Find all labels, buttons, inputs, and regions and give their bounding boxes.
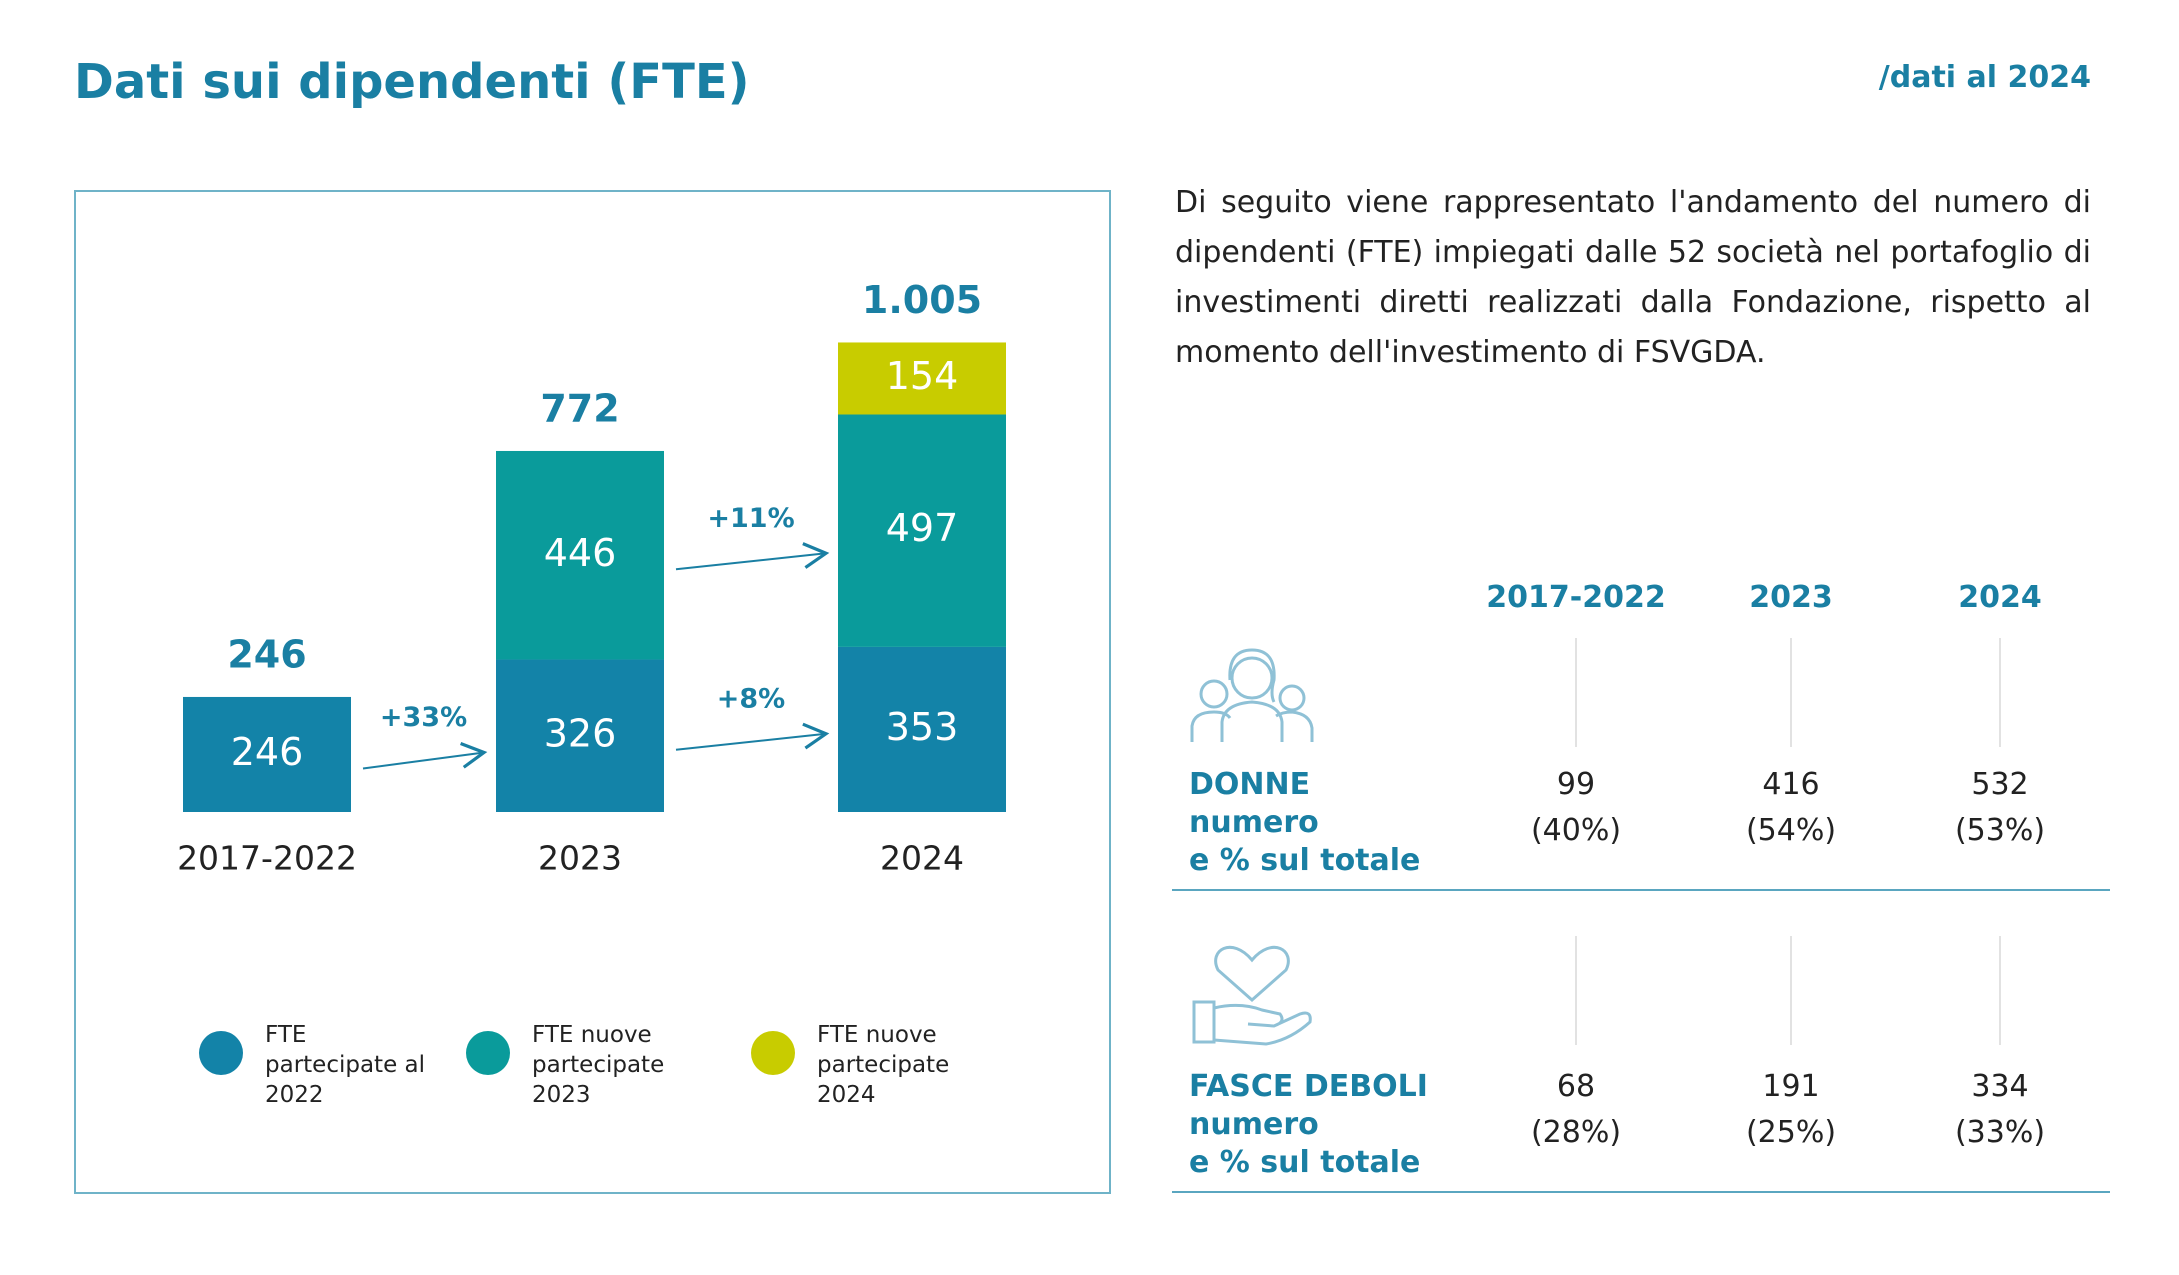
bar-segment	[496, 659, 664, 812]
cell-share: (33%)	[1954, 1115, 2046, 1150]
table-decor	[1172, 638, 2110, 1193]
page-title: Dati sui dipendenti (FTE)	[74, 54, 750, 110]
row-label: FASCE DEBOLI	[1189, 1069, 1428, 1104]
legend-swatch	[751, 1031, 795, 1075]
chart: 246 246 2017-2022 326 446 772 2023 353 497 154 1.0…	[177, 278, 1006, 1075]
bar-segment	[838, 342, 1006, 415]
segment-label: 446	[544, 531, 617, 575]
legend-label: FTE nuove partecipate 2024	[817, 1022, 950, 1108]
growth-arrow	[362, 741, 488, 770]
cell-share: (53%)	[1954, 813, 2046, 848]
legend-label: FTE nuove partecipate 2023	[532, 1022, 665, 1108]
date-note: /dati al 2024	[1878, 60, 2091, 95]
cell-share: (40%)	[1530, 813, 1622, 848]
cell-value: 334	[1971, 1069, 2029, 1104]
row-label: e % sul totale	[1189, 843, 1421, 878]
row-label: numero	[1189, 805, 1319, 840]
segment-label: 246	[231, 730, 304, 774]
cell-share: (25%)	[1745, 1115, 1837, 1150]
care-icon	[1192, 945, 1312, 1046]
women-icon	[1190, 648, 1314, 742]
total-label: 1.005	[862, 278, 982, 322]
legend-swatch	[199, 1031, 243, 1075]
cell-share: (54%)	[1745, 813, 1837, 848]
growth-label: +8%	[717, 683, 785, 714]
description: Di seguito viene rappresentato l'andamen…	[1175, 185, 2091, 370]
segment-label: 497	[886, 506, 959, 550]
chart-frame	[74, 190, 1111, 1194]
row-label: e % sul totale	[1189, 1145, 1421, 1180]
cell-value: 68	[1556, 1069, 1596, 1104]
growth-label: +11%	[707, 503, 794, 534]
bar-segment	[838, 414, 1006, 647]
cell-share: (28%)	[1530, 1115, 1622, 1150]
row-label: DONNE	[1189, 767, 1311, 802]
column-header: 2023	[1749, 580, 1833, 615]
total-label: 246	[227, 632, 306, 676]
column-header: 2024	[1958, 580, 2042, 615]
cell-value: 191	[1762, 1069, 1820, 1104]
bar-segment	[183, 696, 351, 812]
column-rules	[1575, 638, 2001, 1045]
segment-label: 353	[886, 705, 959, 749]
x-tick-label: 2017-2022	[177, 839, 357, 878]
bar-segment	[496, 450, 664, 660]
cell-value: 99	[1556, 767, 1596, 802]
x-tick-label: 2023	[538, 839, 622, 878]
total-label: 772	[540, 386, 619, 430]
legend-label: FTE partecipate al 2022	[265, 1022, 426, 1108]
growth-label: +33%	[380, 702, 467, 733]
growth-arrow	[675, 722, 830, 751]
bar-segment	[838, 646, 1006, 812]
row-label: numero	[1189, 1107, 1319, 1142]
x-tick-label: 2024	[880, 839, 964, 878]
segment-label: 326	[544, 711, 617, 755]
legend-swatch	[466, 1031, 510, 1075]
growth-arrow	[675, 542, 830, 571]
cell-value: 532	[1971, 767, 2029, 802]
segment-label: 154	[886, 354, 959, 398]
column-header: 2017-2022	[1486, 580, 1666, 615]
cell-value: 416	[1762, 767, 1820, 802]
